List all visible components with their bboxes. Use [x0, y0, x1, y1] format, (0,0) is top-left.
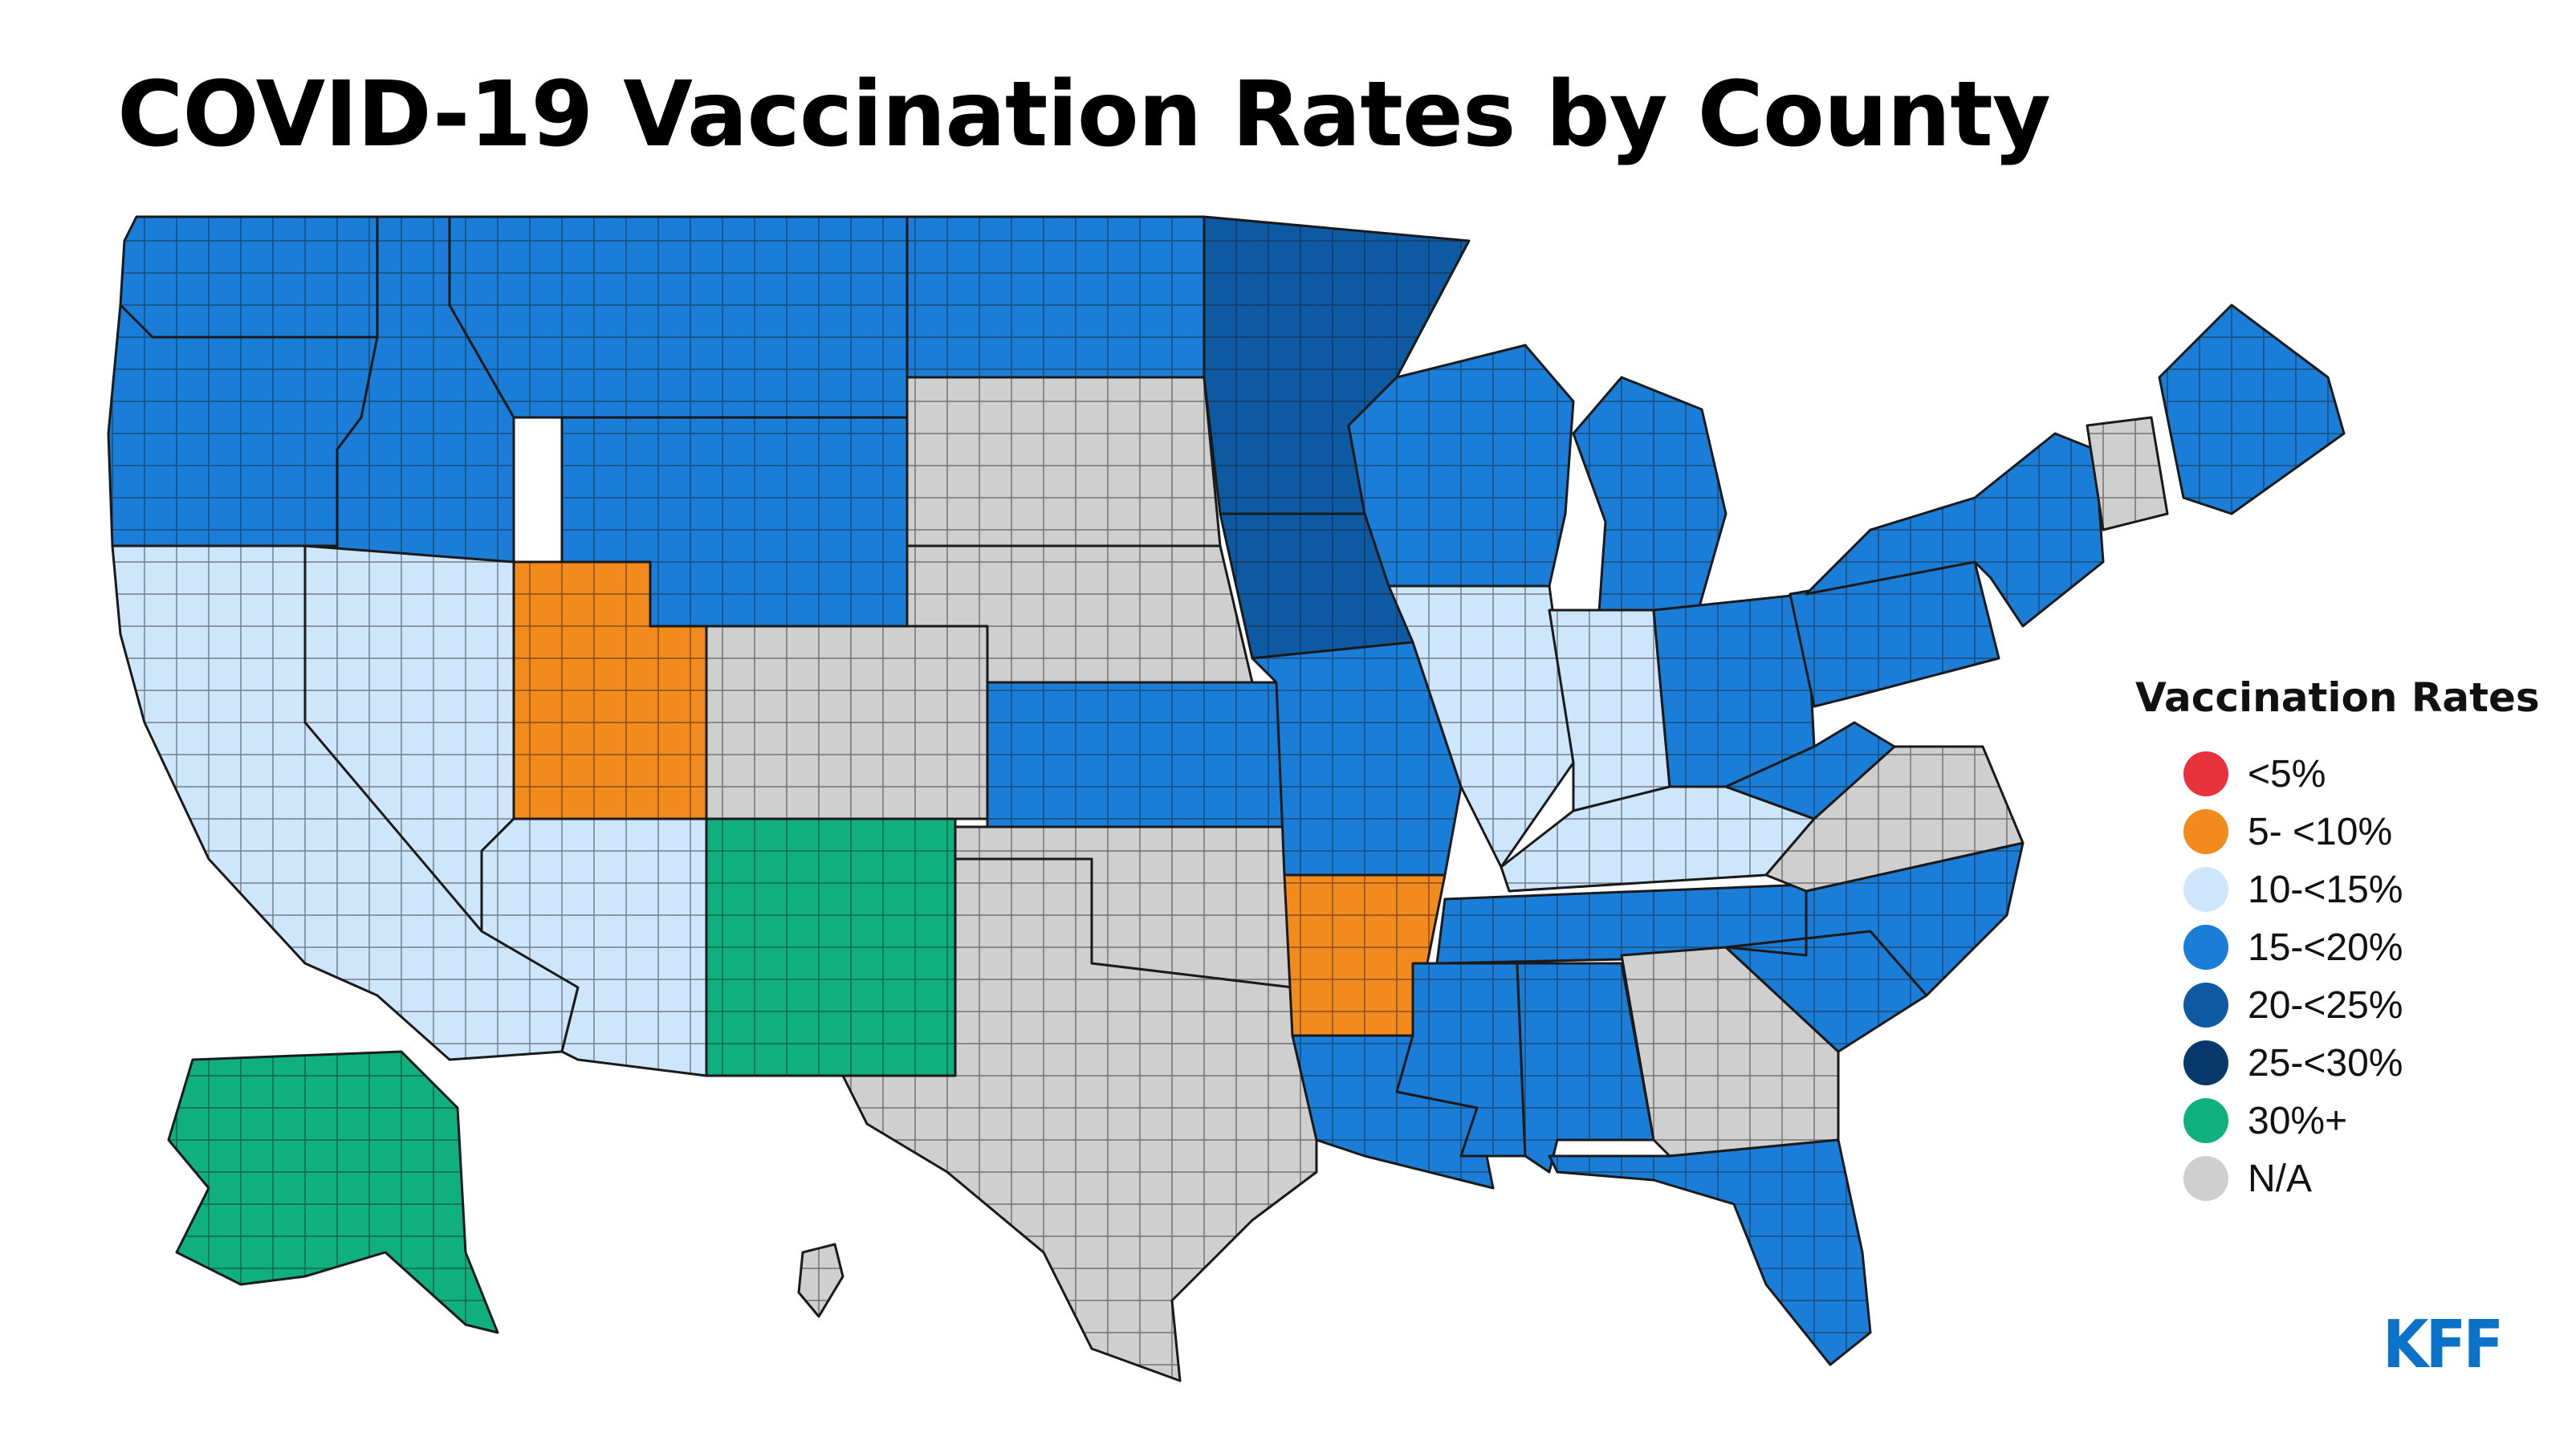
legend-swatch — [2183, 809, 2228, 854]
legend-item: 20-<25% — [2135, 976, 2553, 1034]
legend-item: 25-<30% — [2135, 1034, 2553, 1092]
state-alaska[interactable] — [167, 1050, 499, 1334]
map-title: COVID-19 Vaccination Rates by County — [117, 63, 2051, 167]
legend-swatch — [2183, 983, 2228, 1028]
legend-item: 15-<20% — [2135, 918, 2553, 976]
state-florida[interactable] — [1548, 1138, 1872, 1366]
state-michigan[interactable] — [1572, 376, 1728, 636]
state-south-dakota[interactable] — [905, 376, 1222, 547]
legend-label: 5- <10% — [2248, 810, 2393, 853]
legend-label: 20-<25% — [2248, 983, 2403, 1027]
legend-item: <5% — [2135, 745, 2553, 803]
legend-label: 15-<20% — [2248, 926, 2403, 969]
legend-item: N/A — [2135, 1150, 2553, 1207]
legend-label: <5% — [2248, 752, 2326, 796]
legend-swatch — [2183, 1098, 2228, 1143]
legend-item: 10-<15% — [2135, 861, 2553, 918]
legend: Vaccination Rates <5% 5- <10% 10-<15% 15-<2… — [2135, 674, 2553, 1207]
legend-item: 30%+ — [2135, 1092, 2553, 1150]
state-maine[interactable] — [2158, 303, 2346, 515]
state-west-virginia[interactable] — [1724, 721, 1896, 820]
state-texas[interactable] — [841, 857, 1318, 1382]
legend-swatch — [2183, 1040, 2228, 1085]
legend-label: 25-<30% — [2248, 1041, 2403, 1085]
legend-label: 30%+ — [2248, 1099, 2348, 1142]
kff-logo: KFF — [2383, 1307, 2504, 1383]
legend-swatch — [2183, 1156, 2228, 1201]
state-montana[interactable] — [448, 215, 909, 419]
legend-label: N/A — [2248, 1157, 2313, 1200]
legend-swatch — [2183, 867, 2228, 912]
legend-swatch — [2183, 925, 2228, 970]
state-hawaii[interactable] — [797, 1243, 844, 1318]
legend-title: Vaccination Rates — [2135, 674, 2540, 721]
legend-item: 5- <10% — [2135, 803, 2553, 861]
legend-swatch — [2183, 751, 2228, 796]
legend-label: 10-<15% — [2248, 868, 2403, 911]
state-washington[interactable] — [119, 215, 379, 339]
state-north-carolina[interactable] — [1724, 841, 2025, 997]
state-indiana[interactable] — [1548, 609, 1671, 812]
